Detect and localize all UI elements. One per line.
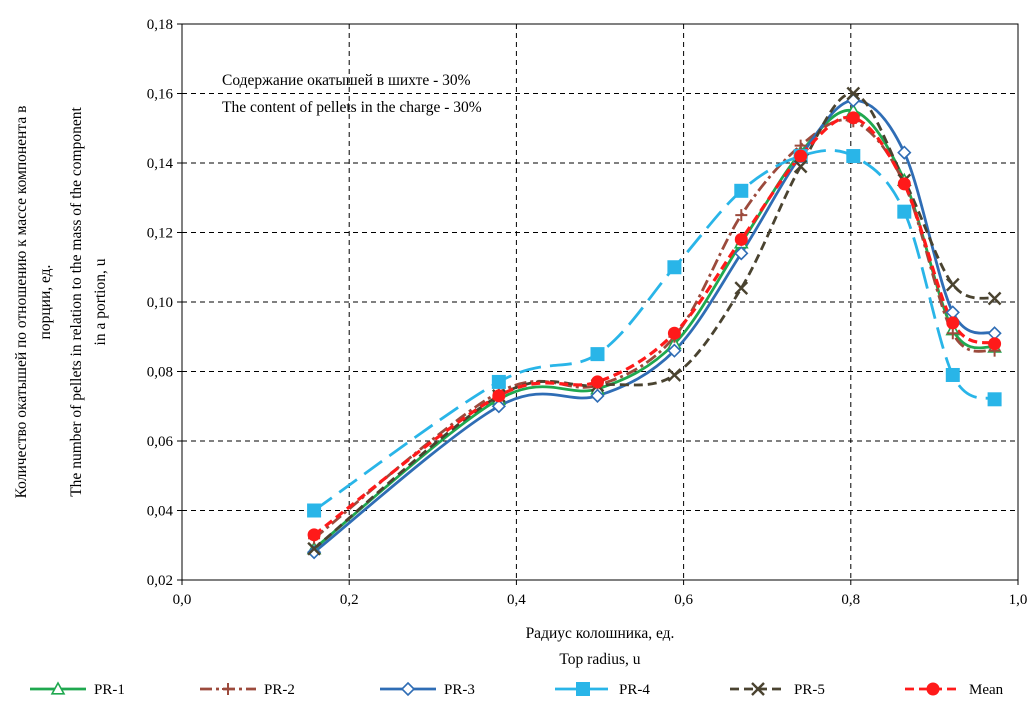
- point-pr-5: [846, 86, 861, 101]
- point-pr-3: [897, 145, 912, 160]
- point-pr-3: [590, 388, 605, 403]
- legend-label-mean: Mean: [969, 682, 1004, 698]
- legend-entry-pr-1: PR-1: [30, 681, 125, 698]
- y-tick-label: 0,10: [147, 295, 173, 311]
- point-pr-5: [793, 159, 808, 174]
- series-markers: [306, 86, 1002, 560]
- series-lines: [313, 92, 996, 554]
- legend-entry-pr-4: PR-4: [555, 682, 650, 698]
- point-mean: [667, 326, 681, 340]
- y-tick-label: 0,12: [147, 226, 173, 242]
- point-pr-3: [491, 399, 506, 414]
- point-pr-4: [945, 367, 960, 382]
- point-pr-4: [987, 392, 1002, 407]
- x-tick-label: 0,4: [507, 592, 526, 608]
- x-axis-title-line-2: Top radius, u: [559, 651, 640, 668]
- point-pr-4: [307, 503, 322, 518]
- y-axis-title-line-2: порции, ед.: [37, 265, 54, 340]
- point-pr-4: [734, 183, 749, 198]
- legend: PR-1 PR-2 PR-3 PR-4 PR-5 Mean: [30, 681, 1004, 698]
- point-pr-5: [945, 277, 960, 292]
- y-axis-title-line-1: Количество окатышей по отношению к массе…: [13, 106, 30, 499]
- x-tick-label: 0,8: [841, 592, 860, 608]
- point-pr-4: [590, 347, 605, 362]
- x-tick-label: 1,0: [1009, 592, 1028, 608]
- legend-label-pr-4: PR-4: [619, 682, 650, 698]
- point-mean: [846, 111, 860, 125]
- legend-label-pr-5: PR-5: [794, 682, 825, 698]
- point-pr-4: [491, 374, 506, 389]
- y-tick-label: 0,02: [147, 573, 173, 589]
- y-tick-label: 0,06: [147, 434, 174, 450]
- legend-marker-mean: [926, 682, 940, 696]
- point-mean: [946, 316, 960, 330]
- series-line-mean: [313, 115, 996, 537]
- x-tick-label: 0,6: [674, 592, 693, 608]
- legend-label-pr-1: PR-1: [94, 682, 125, 698]
- x-tick-label: 0,0: [173, 592, 192, 608]
- legend-marker-pr-2: [222, 683, 234, 695]
- legend-label-pr-3: PR-3: [444, 682, 475, 698]
- legend-marker-pr-5: [751, 682, 765, 696]
- point-pr-5: [987, 291, 1002, 306]
- point-pr-5: [667, 368, 682, 382]
- y-tick-label: 0,08: [147, 365, 173, 381]
- y-tick-label: 0,18: [147, 17, 173, 33]
- legend-label-pr-2: PR-2: [264, 682, 295, 698]
- annotation-line-2: The content of pellets in the charge - 3…: [222, 99, 482, 116]
- point-pr-3: [667, 343, 682, 358]
- point-pr-3: [306, 545, 322, 560]
- y-axis-title-line-4: in a portion, u: [92, 258, 109, 345]
- legend-entry-pr-3: PR-3: [380, 681, 475, 698]
- legend-entry-pr-2: PR-2: [200, 682, 295, 698]
- series-line-pr-4: [313, 149, 996, 512]
- point-mean: [897, 177, 911, 191]
- legend-entry-pr-5: PR-5: [730, 682, 825, 698]
- x-tick-label: 0,2: [340, 592, 359, 608]
- annotation-line-1: Содержание окатышей в шихте - 30%: [222, 72, 471, 89]
- point-mean: [307, 528, 321, 542]
- legend-marker-pr-1: [50, 681, 66, 695]
- series-line-pr-3: [313, 98, 996, 554]
- series-line-pr-1: [313, 108, 996, 550]
- point-mean: [492, 389, 506, 403]
- point-pr-4: [846, 149, 861, 164]
- point-pr-3: [734, 246, 749, 261]
- point-mean: [590, 375, 604, 389]
- point-mean: [794, 149, 808, 163]
- point-pr-4: [897, 204, 912, 219]
- legend-entry-mean: Mean: [905, 682, 1004, 698]
- point-pr-5: [307, 541, 321, 556]
- legend-marker-pr-3: [400, 681, 416, 697]
- tick-labels: 0,0 0,2 0,4 0,6 0,8 1,0 0,02 0,04 0,06 0,08 0,10 0,…: [147, 17, 1028, 608]
- point-pr-2: [735, 209, 748, 222]
- point-pr-4: [667, 260, 682, 275]
- point-mean: [734, 232, 748, 246]
- y-tick-label: 0,04: [147, 504, 174, 520]
- point-pr-5: [734, 281, 749, 295]
- legend-marker-pr-4: [576, 682, 590, 696]
- point-mean: [988, 337, 1002, 351]
- x-axis-title-line-1: Радиус колошника, ед.: [526, 625, 675, 642]
- series-line-pr-5: [313, 92, 996, 550]
- y-tick-label: 0,16: [147, 87, 174, 103]
- y-axis-title-line-3: The number of pellets in relation to the…: [68, 107, 85, 497]
- series-line-pr-2: [313, 118, 996, 540]
- y-tick-label: 0,14: [147, 156, 174, 172]
